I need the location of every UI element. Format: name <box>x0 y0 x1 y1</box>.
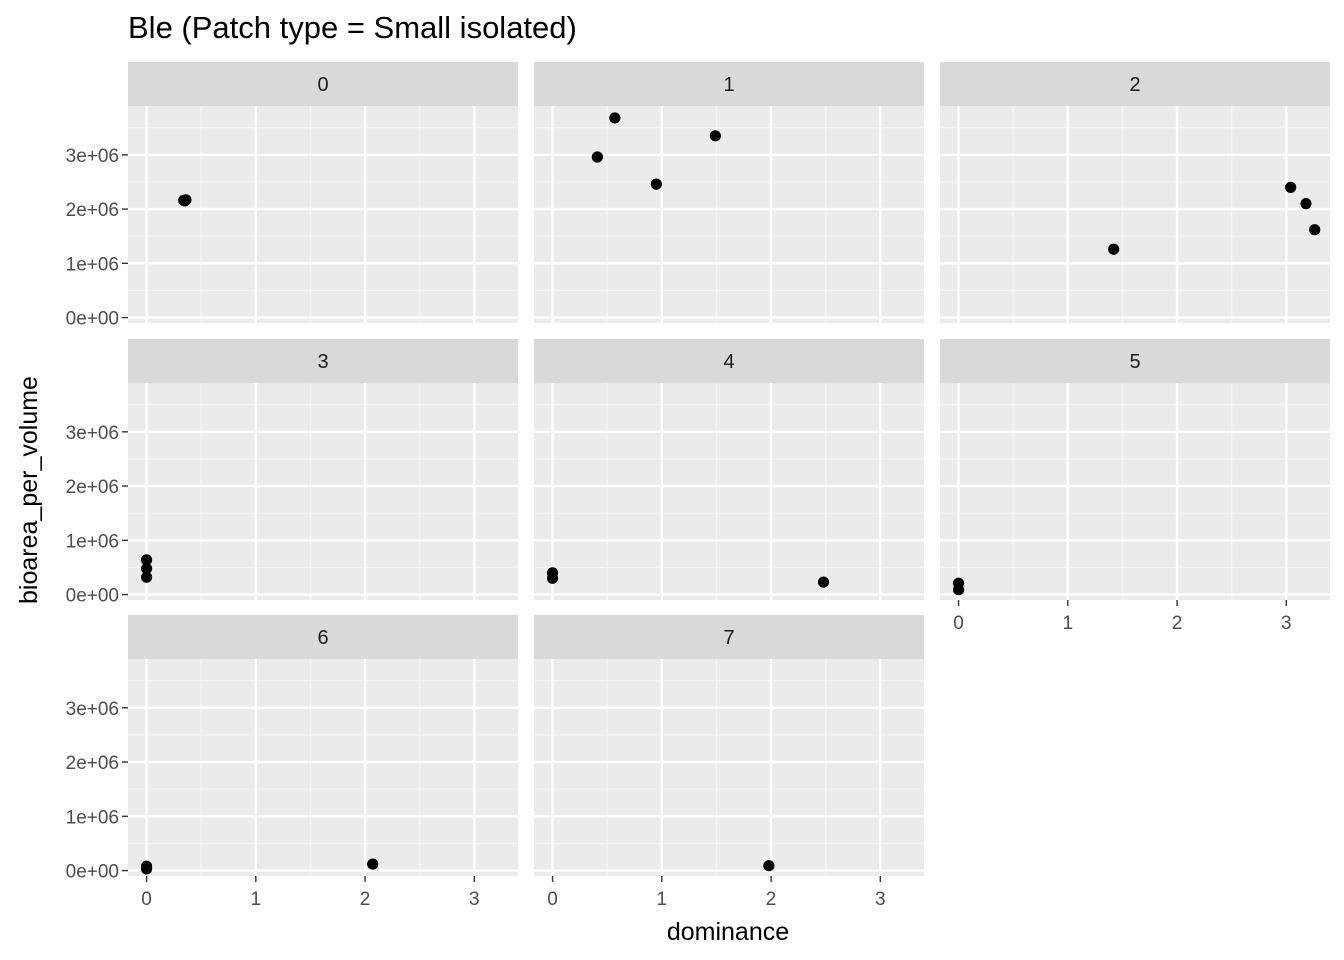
x-tick-label: 3 <box>1281 613 1292 634</box>
x-tick-label: 3 <box>875 889 886 910</box>
y-tick-label: 2e+06 <box>66 477 119 498</box>
y-tick-label: 0e+00 <box>66 309 119 330</box>
x-tick-label: 1 <box>657 889 668 910</box>
y-tick-label: 1e+06 <box>66 807 119 828</box>
data-point <box>140 571 153 583</box>
facet-strip-label: 1 <box>723 74 734 96</box>
panel-background <box>128 659 518 876</box>
data-point <box>650 178 662 190</box>
y-tick-label: 3e+06 <box>66 423 119 444</box>
panel-background <box>940 383 1330 600</box>
facet-panel-4: 4 <box>534 339 924 600</box>
data-point <box>591 151 603 163</box>
y-axis-title: bioarea_per_volume <box>15 376 43 604</box>
x-axis-title: dominance <box>667 918 789 946</box>
data-point <box>140 562 153 575</box>
y-tick-label: 1e+06 <box>66 254 119 275</box>
y-tick-label: 3e+06 <box>66 146 119 167</box>
x-tick-label: 0 <box>141 889 152 910</box>
x-tick-label: 2 <box>766 889 777 910</box>
facet-strip <box>534 339 924 383</box>
facet-strip-label: 3 <box>317 351 328 373</box>
data-point <box>952 584 965 596</box>
panel-background <box>128 106 518 323</box>
facet-strip <box>128 339 518 383</box>
data-point <box>180 194 192 206</box>
data-point <box>763 860 775 872</box>
x-tick-label: 1 <box>251 889 262 910</box>
x-tick-label: 0 <box>953 613 964 634</box>
panel-background <box>940 106 1330 323</box>
facet-strip <box>128 62 518 106</box>
data-point <box>1108 243 1120 255</box>
y-tick-label: 2e+06 <box>66 200 119 221</box>
x-tick-label: 2 <box>1172 613 1183 634</box>
facet-strip-label: 0 <box>317 74 328 96</box>
x-tick-label: 1 <box>1063 613 1074 634</box>
panel-background <box>128 383 518 600</box>
data-point <box>709 130 721 142</box>
data-point <box>546 572 559 584</box>
panel-background <box>534 659 924 876</box>
y-tick-label: 3e+06 <box>66 699 119 720</box>
data-point <box>609 112 621 124</box>
panel-background <box>534 106 924 323</box>
y-tick-label: 2e+06 <box>66 753 119 774</box>
data-point <box>140 863 153 875</box>
facet-strip <box>128 615 518 659</box>
facet-strip <box>534 62 924 106</box>
facet-panel-0: 0 0e+00 1e+06 2e+06 3e+06 <box>66 62 518 330</box>
facet-strip-label: 7 <box>723 627 734 649</box>
facet-strip-label: 5 <box>1129 351 1140 373</box>
data-point <box>140 554 153 566</box>
x-tick-label: 0 <box>547 889 558 910</box>
facet-strip-label: 6 <box>317 627 328 649</box>
facet-panel-6: 6 0e+00 1e+06 2e+06 3e+06 0 1 2 3 <box>66 615 518 910</box>
chart-title: Ble (Patch type = Small isolated) <box>128 10 577 45</box>
facet-panel-5: 5 0 1 2 3 <box>940 339 1330 634</box>
facet-panel-2: 2 <box>940 62 1330 323</box>
facet-panel-1: 1 <box>534 62 924 323</box>
facet-strip-label: 2 <box>1129 74 1140 96</box>
facet-strip <box>534 615 924 659</box>
facet-strip <box>940 62 1330 106</box>
facet-panel-7: 7 0 1 2 3 <box>534 615 924 910</box>
panel-background <box>534 383 924 600</box>
y-tick-label: 0e+00 <box>66 586 119 607</box>
x-tick-label: 2 <box>360 889 371 910</box>
facet-strip <box>940 339 1330 383</box>
facet-strip-label: 4 <box>723 351 734 373</box>
data-point <box>817 576 830 588</box>
y-tick-label: 0e+00 <box>66 862 119 883</box>
facet-panel-3: 3 0e+00 1e+06 2e+06 3e+06 <box>66 339 518 607</box>
data-point <box>1285 181 1297 193</box>
data-point <box>367 858 379 870</box>
data-point <box>1309 224 1321 236</box>
data-point <box>1300 198 1312 210</box>
x-tick-label: 3 <box>469 889 480 910</box>
y-tick-label: 1e+06 <box>66 531 119 552</box>
